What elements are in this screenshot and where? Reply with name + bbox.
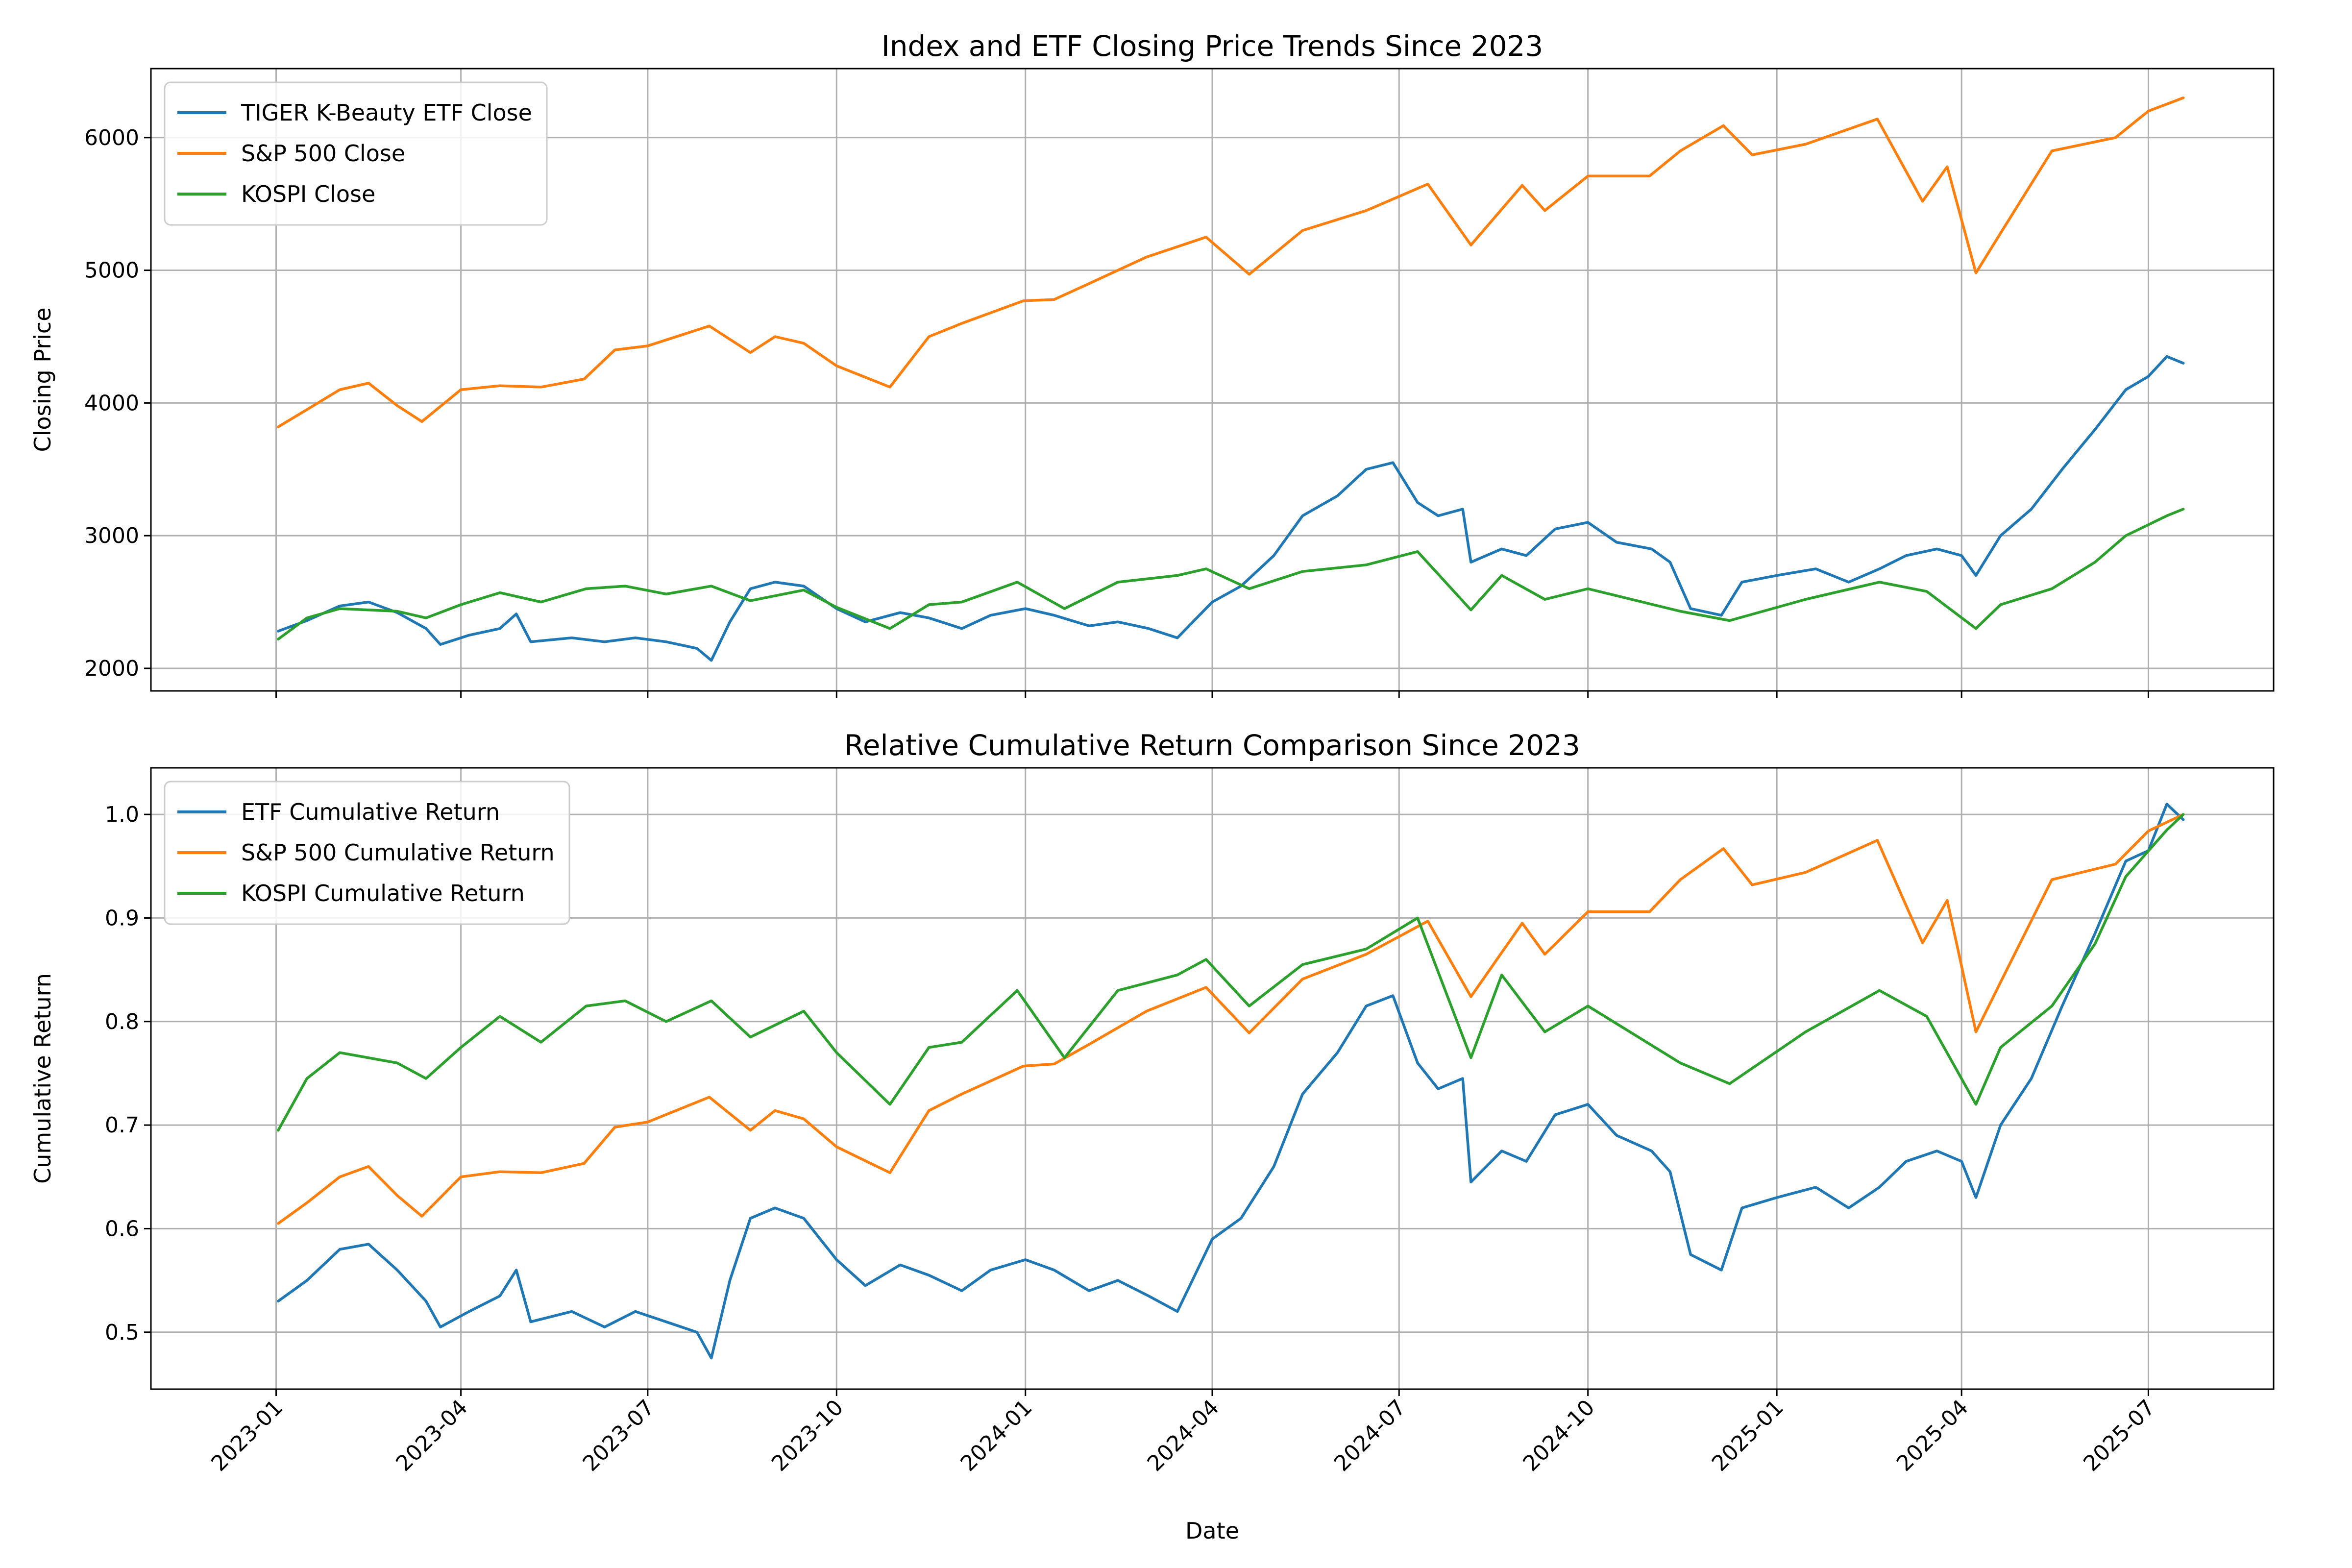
grid — [151, 69, 2274, 691]
y-tick-label: 1.0 — [105, 802, 139, 827]
x-tick-label: 2023-07 — [578, 1395, 660, 1476]
legend-label-1: TIGER K-Beauty ETF Close — [241, 99, 532, 126]
chart-panel-2: 2023-01 2023-04 2023-07 2023-10 2024-01 2024-… — [29, 729, 2275, 1544]
series-line-1 — [277, 355, 2185, 662]
chart-title: Relative Cumulative Return Comparison Si… — [844, 729, 1580, 762]
legend-label-3: KOSPI Close — [241, 181, 375, 207]
x-tick-label: 2023-04 — [391, 1395, 472, 1476]
y-tick-label: 0.6 — [105, 1216, 139, 1241]
series-group — [277, 803, 2185, 1360]
legend-label-1: ETF Cumulative Return — [241, 799, 500, 825]
x-tick-label: 2024-10 — [1518, 1395, 1599, 1476]
series-line-1 — [277, 803, 2185, 1360]
x-tick-label: 2025-07 — [2079, 1395, 2160, 1476]
legend-label-2: S&P 500 Close — [241, 140, 405, 167]
legend-box — [164, 781, 570, 925]
x-tick-label: 2023-01 — [206, 1395, 288, 1476]
chart-panel-1: 2000 3000 4000 5000 6000 Index and ETF Closin… — [29, 29, 2275, 698]
y-tick-label: 4000 — [84, 391, 139, 416]
y-tick-label: 0.7 — [105, 1113, 139, 1138]
legend-label-3: KOSPI Cumulative Return — [241, 880, 525, 906]
series-line-2 — [277, 813, 2185, 1225]
legend-box — [164, 81, 548, 226]
y-tick-label: 6000 — [84, 125, 139, 150]
x-axis-label: Date — [1185, 1518, 1239, 1544]
y-tick-label: 0.5 — [105, 1320, 139, 1345]
y-tick-label: 0.8 — [105, 1009, 139, 1034]
series-line-3 — [277, 508, 2185, 641]
x-tick-label: 2024-07 — [1329, 1395, 1411, 1476]
chart-title: Index and ETF Closing Price Trends Since… — [882, 29, 1544, 63]
x-tick-label: 2023-10 — [767, 1395, 848, 1476]
legend: ETF Cumulative Return S&P 500 Cumulative … — [164, 781, 570, 925]
series-line-3 — [277, 813, 2185, 1132]
y-tick-label: 2000 — [84, 656, 139, 681]
legend: TIGER K-Beauty ETF Close S&P 500 Close KOS… — [164, 81, 548, 226]
x-tick-label: 2025-01 — [1707, 1395, 1788, 1476]
y-axis-label: Cumulative Return — [29, 973, 56, 1184]
x-tick-label: 2024-01 — [956, 1395, 1037, 1476]
series-group — [277, 96, 2185, 662]
legend-label-2: S&P 500 Cumulative Return — [241, 839, 555, 866]
series-line-2 — [277, 96, 2185, 428]
x-tick-label: 2024-04 — [1143, 1395, 1224, 1476]
y-axis-label: Closing Price — [29, 308, 56, 452]
x-tick-label: 2025-04 — [1892, 1395, 1973, 1476]
y-tick-label: 3000 — [84, 523, 139, 548]
y-tick-label: 5000 — [84, 258, 139, 283]
y-tick-label: 0.9 — [105, 906, 139, 931]
